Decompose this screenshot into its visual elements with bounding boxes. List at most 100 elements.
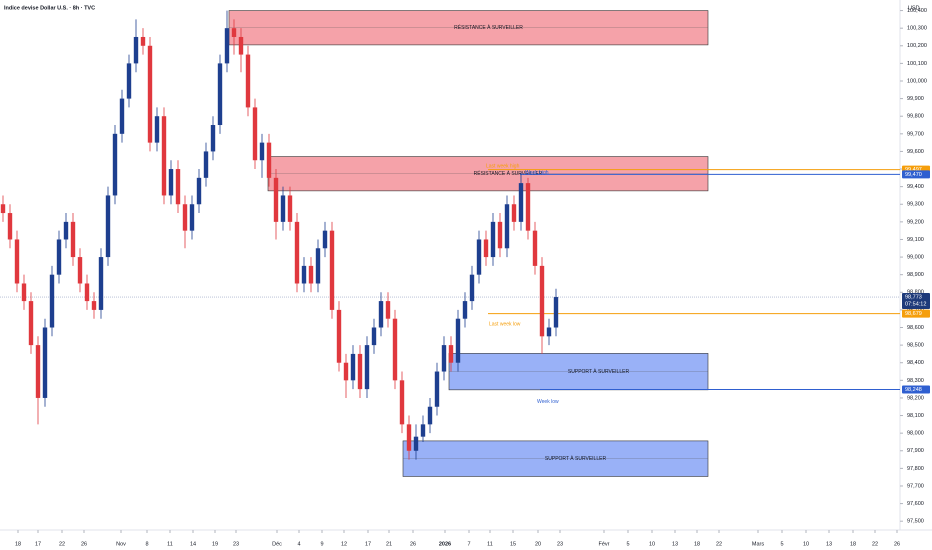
x-tick-label: 15: [510, 541, 516, 547]
candle-body: [434, 371, 440, 407]
candle-body: [161, 116, 167, 196]
candle-body: [469, 274, 475, 302]
candle-body: [14, 239, 20, 284]
candle-body: [413, 436, 419, 451]
candle-body: [483, 239, 489, 258]
y-tick-label: 100,000: [907, 78, 927, 84]
candle-body: [35, 345, 41, 398]
candle-body: [154, 116, 160, 143]
y-tick-label: 97,900: [907, 448, 924, 454]
candle-body: [399, 380, 405, 425]
candle-body: [7, 213, 13, 240]
candle-body: [231, 28, 237, 37]
candle-body: [21, 283, 27, 302]
zone-label: RÉSISTANCE À SURVEILLER: [454, 24, 523, 31]
candle-body: [280, 195, 286, 222]
candle-body: [0, 204, 6, 214]
candle-body: [119, 98, 125, 134]
candle-body: [175, 169, 181, 205]
annotation: Week low: [537, 399, 559, 405]
candle-body: [217, 63, 223, 126]
candle-body: [378, 301, 384, 328]
x-tick-label: 7: [467, 541, 470, 547]
y-tick-label: 99,900: [907, 96, 924, 102]
candle-body: [315, 248, 321, 284]
candle-body: [462, 301, 468, 319]
candle-body: [252, 107, 258, 161]
price-tag: [902, 170, 930, 179]
y-tick-label: 97,700: [907, 483, 924, 489]
candle-body: [133, 36, 139, 64]
candle-body: [98, 257, 104, 310]
annotation: Last week high: [486, 164, 520, 170]
x-tick-label: 22: [872, 541, 878, 547]
x-tick-label: 4: [297, 541, 300, 547]
candle-body: [357, 353, 363, 390]
x-tick-label: 17: [35, 541, 41, 547]
candle-body: [273, 177, 279, 222]
x-tick-label: 8: [145, 541, 148, 547]
candle-body: [287, 195, 293, 222]
price-tag: [902, 293, 930, 310]
candle-body: [518, 183, 524, 222]
y-tick-label: 97,500: [907, 519, 924, 525]
y-tick-label: 99,600: [907, 149, 924, 155]
x-tick-label: 23: [233, 541, 239, 547]
x-tick-label: Nov: [116, 541, 126, 547]
candle-body: [266, 142, 272, 178]
candle-body: [301, 265, 307, 284]
candle-body: [84, 283, 90, 302]
candle-body: [406, 424, 412, 451]
y-tick-label: 98,600: [907, 325, 924, 331]
candle-body: [28, 301, 34, 346]
x-tick-label: 10: [649, 541, 655, 547]
y-tick-label: 98,300: [907, 378, 924, 384]
candle-body: [77, 257, 83, 284]
candle-body: [497, 221, 503, 249]
x-tick-label: 18: [850, 541, 856, 547]
y-tick-label: 99,700: [907, 131, 924, 137]
price-tag: [902, 309, 930, 318]
currency: USD: [908, 5, 920, 11]
annotation: Week high: [525, 170, 549, 176]
candle-body: [511, 204, 517, 222]
y-tick-label: 98,100: [907, 413, 924, 419]
candle-body: [70, 221, 76, 258]
candle-body: [203, 151, 209, 178]
price-tag-label: 99,497: [905, 167, 922, 173]
candle-body: [448, 345, 454, 363]
candle-body: [525, 183, 531, 231]
candle-body: [476, 239, 482, 275]
y-tick-label: 98,900: [907, 272, 924, 278]
x-tick-label: 2026: [439, 541, 451, 547]
candle-body: [105, 195, 111, 258]
candle-body: [210, 125, 216, 152]
candle-body: [350, 353, 356, 381]
x-tick-label: 5: [780, 541, 783, 547]
y-tick-label: 98,800: [907, 290, 924, 296]
candle-body: [196, 177, 202, 205]
candle-body: [294, 221, 300, 284]
x-tick-label: 11: [487, 541, 493, 547]
candle-body: [259, 142, 265, 161]
x-tick-label: 20: [535, 541, 541, 547]
candle-body: [308, 265, 314, 284]
candle-body: [371, 327, 377, 346]
y-tick-label: 99,300: [907, 202, 924, 208]
candle-body: [42, 327, 48, 398]
price-tag-label: 98,773: [905, 294, 922, 300]
zone-label: SUPPORT À SURVEILLER: [545, 455, 607, 462]
candle-body: [91, 301, 97, 310]
candle-body: [364, 345, 370, 390]
candle-body: [147, 45, 153, 143]
candle-body: [140, 36, 146, 46]
candle-body: [182, 204, 188, 231]
zone-label: RÉSISTANCE À SURVEILLER: [474, 170, 543, 177]
x-tick-label: 23: [557, 541, 563, 547]
zone-label: SUPPORT À SURVEILLER: [568, 368, 630, 375]
x-tick-label: 22: [716, 541, 722, 547]
price-tag-label: 98,248: [905, 387, 922, 393]
x-tick-label: 18: [15, 541, 21, 547]
x-tick-label: Mars: [752, 541, 764, 547]
candle-body: [546, 327, 552, 337]
